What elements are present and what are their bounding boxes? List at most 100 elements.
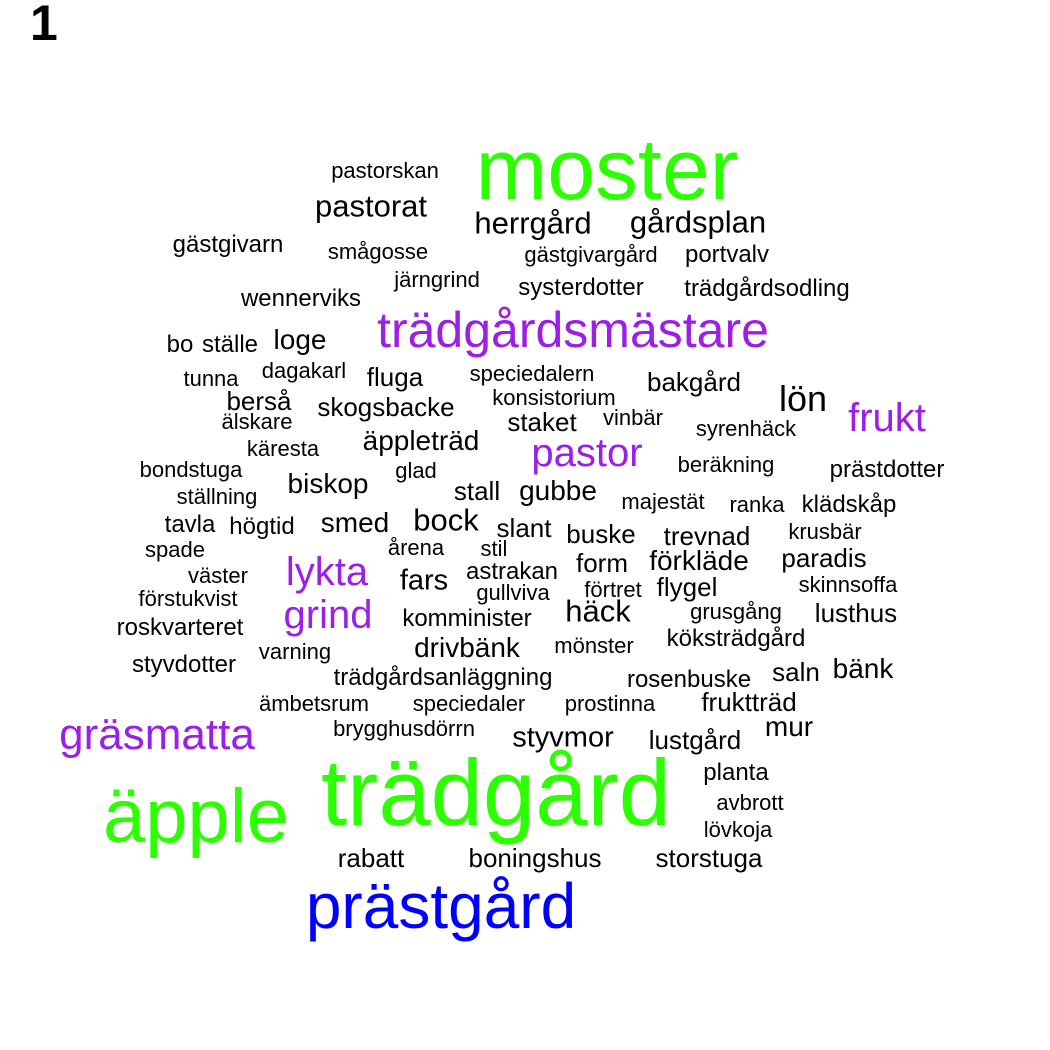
word-planta: planta — [703, 759, 769, 786]
word-bersa: berså — [226, 386, 292, 416]
word-loge: loge — [273, 324, 327, 355]
word-bakgard: bakgård — [647, 367, 741, 397]
word-fluga: fluga — [366, 362, 424, 392]
word-frukt: frukt — [848, 396, 926, 440]
word-moster: moster — [475, 122, 739, 218]
word-alskare: älskare — [221, 409, 293, 434]
word-skogsbacke: skogsbacke — [317, 392, 455, 422]
word-berakning: beräkning — [677, 452, 775, 477]
word-grind: grind — [283, 593, 373, 637]
word-avbrott: avbrott — [716, 790, 784, 815]
panel-label: 1 — [30, 0, 58, 51]
word-tradgardsodling: trädgårdsodling — [684, 275, 850, 302]
word-apple: äpple — [103, 774, 289, 859]
word-krusbar: krusbär — [788, 519, 862, 544]
word-stallning: ställning — [176, 484, 258, 509]
word-skinnsoffa: skinnsoffa — [798, 572, 898, 597]
word-vaster: väster — [188, 563, 248, 588]
word-bondstuga: bondstuga — [139, 457, 243, 482]
word-lusthus: lusthus — [814, 598, 898, 628]
word-prastdotter: prästdotter — [829, 456, 945, 483]
word-hack: häck — [565, 593, 631, 629]
word-paradis: paradis — [781, 543, 867, 573]
word-rosenbuske: rosenbuske — [626, 666, 752, 693]
word-gullviva: gullviva — [476, 580, 550, 605]
word-pastorskan: pastorskan — [331, 158, 439, 183]
word-fars: fars — [399, 564, 449, 597]
word-grusgang: grusgång — [690, 599, 782, 624]
word-speciedaler: speciedaler — [412, 691, 526, 716]
word-buske: buske — [566, 519, 636, 549]
word-systerdotter: systerdotter — [518, 274, 644, 301]
word-konsistorium: konsistorium — [492, 385, 616, 410]
word-herrgard: herrgård — [474, 205, 592, 241]
word-fortret: förtret — [584, 577, 642, 602]
word-monster: mönster — [554, 633, 634, 658]
word-hogtid: högtid — [229, 513, 295, 540]
word-komminister: komminister — [402, 605, 532, 632]
word-bock: bock — [413, 502, 479, 538]
word-smed: smed — [320, 507, 390, 538]
word-biskop: biskop — [287, 468, 369, 499]
word-styvdotter: styvdotter — [131, 651, 237, 678]
word-flygel: flygel — [656, 572, 718, 602]
word-styvmor: styvmor — [512, 721, 614, 754]
word-forklade: förkläde — [649, 545, 749, 576]
word-varning: varning — [258, 639, 332, 664]
word-majestat: majestät — [621, 489, 705, 514]
word-bo: bo — [166, 331, 194, 358]
word-tradgardsmastare: trädgårdsmästare — [377, 302, 769, 358]
word-arena: årena — [387, 535, 445, 560]
word-ranka: ranka — [729, 492, 785, 517]
word-wennerviks: wennerviks — [240, 285, 362, 312]
word-tavla: tavla — [164, 511, 216, 538]
word-kokstradgard: köksträdgård — [666, 625, 806, 652]
word-appletrad: äppleträd — [362, 425, 480, 456]
word-roskvarteret: roskvarteret — [116, 614, 244, 641]
word-lykta: lykta — [285, 550, 369, 594]
word-saln: saln — [772, 657, 820, 687]
word-boningshus: boningshus — [468, 843, 602, 873]
word-lustgard: lustgård — [648, 725, 742, 755]
word-tradgardsanlaggning: trädgårdsanläggning — [333, 664, 553, 691]
word-staket: staket — [507, 407, 577, 437]
word-pastorat: pastorat — [314, 188, 428, 224]
word-trevnad: trevnad — [663, 521, 751, 551]
word-lovkoja: lövkoja — [703, 817, 773, 842]
word-smagosse: smågosse — [327, 239, 429, 264]
word-jarngrind: järngrind — [394, 267, 480, 292]
word-gastgivargard: gästgivargård — [524, 242, 658, 267]
word-syrenhack: syrenhäck — [695, 416, 797, 441]
word-karesta: käresta — [246, 436, 320, 461]
word-ambetsrum: ämbetsrum — [258, 691, 370, 716]
word-tunna: tunna — [183, 366, 239, 391]
word-kladskap: klädskåp — [801, 491, 897, 518]
word-dagakarl: dagakarl — [261, 358, 347, 383]
word-lon: lön — [778, 378, 828, 419]
word-grasmatta: gräsmatta — [59, 710, 255, 759]
word-pastor: pastor — [531, 431, 643, 475]
word-frukttrad: fruktträd — [701, 687, 797, 717]
word-bank: bänk — [832, 653, 894, 684]
word-rabatt: rabatt — [337, 843, 405, 873]
word-forstukvist: förstukvist — [138, 586, 238, 611]
word-gardsplan: gårdsplan — [629, 204, 767, 240]
word-gubbe: gubbe — [519, 475, 597, 506]
word-gastgivarn: gästgivarn — [172, 231, 284, 258]
word-speciedalern: speciedalern — [469, 361, 595, 386]
word-prastgard: prästgård — [305, 870, 577, 942]
word-tradgard: trädgård — [320, 740, 672, 845]
word-astrakan: astrakan — [465, 558, 559, 585]
word-stil: stil — [480, 536, 508, 561]
word-vinbar: vinbär — [603, 405, 663, 430]
word-stalle: ställe — [201, 331, 259, 358]
word-glad: glad — [395, 458, 437, 483]
word-form: form — [576, 548, 628, 578]
word-portvalv: portvalv — [684, 241, 770, 268]
word-prostinna: prostinna — [564, 691, 656, 716]
word-spade: spade — [145, 537, 205, 562]
word-storstuga: storstuga — [655, 843, 763, 873]
word-brygghusdorrn: brygghusdörrn — [333, 716, 475, 741]
word-stall: stall — [453, 476, 501, 506]
